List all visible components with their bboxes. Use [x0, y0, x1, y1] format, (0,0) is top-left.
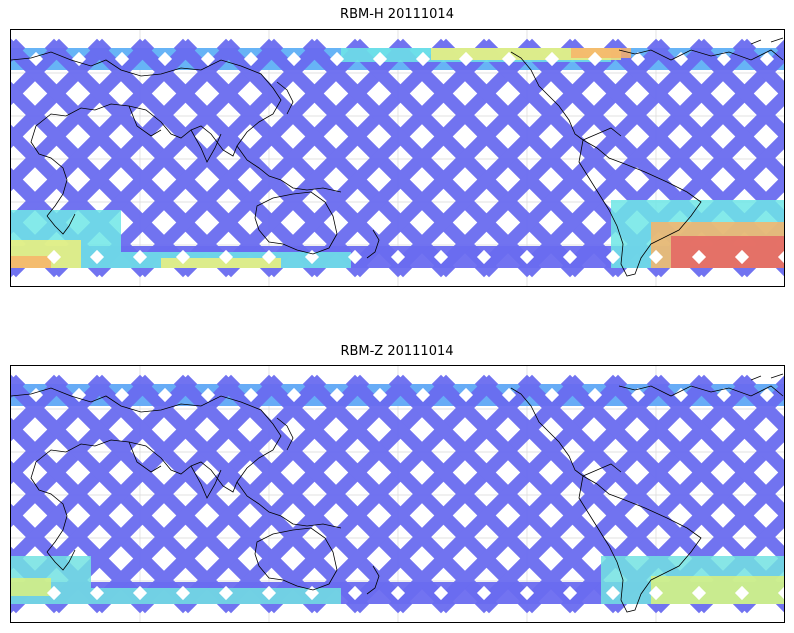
- map-bottom: [10, 365, 785, 623]
- panel-title-bottom: RBM-Z 20111014: [340, 344, 454, 359]
- swath-map-top: [11, 30, 784, 286]
- swath-map-bottom: [11, 366, 784, 622]
- map-top: [10, 29, 785, 287]
- panel-title-top: RBM-H 20111014: [340, 7, 454, 22]
